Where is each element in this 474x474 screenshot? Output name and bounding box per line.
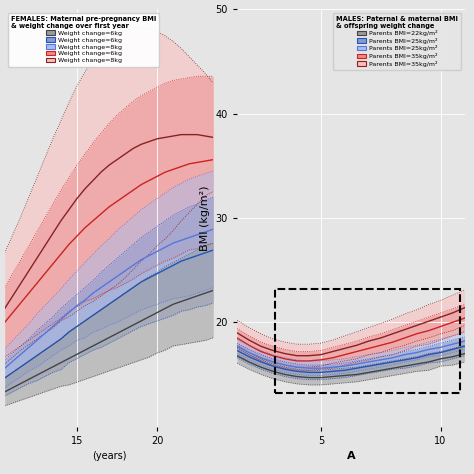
- Y-axis label: BMI (kg/m²): BMI (kg/m²): [200, 185, 210, 251]
- Bar: [275, 289, 460, 393]
- X-axis label: (years): (years): [92, 451, 126, 461]
- Legend: Weight change=6kg, Weight change=6kg, Weight change=8kg, Weight change=6kg, Weig: Weight change=6kg, Weight change=6kg, We…: [8, 13, 159, 66]
- Legend: Parents BMI=22kg/m², Parents BMI=25kg/m², Parents BMI=25kg/m², Parents BMI=35kg/: Parents BMI=22kg/m², Parents BMI=25kg/m²…: [333, 13, 461, 70]
- X-axis label: A: A: [346, 451, 355, 461]
